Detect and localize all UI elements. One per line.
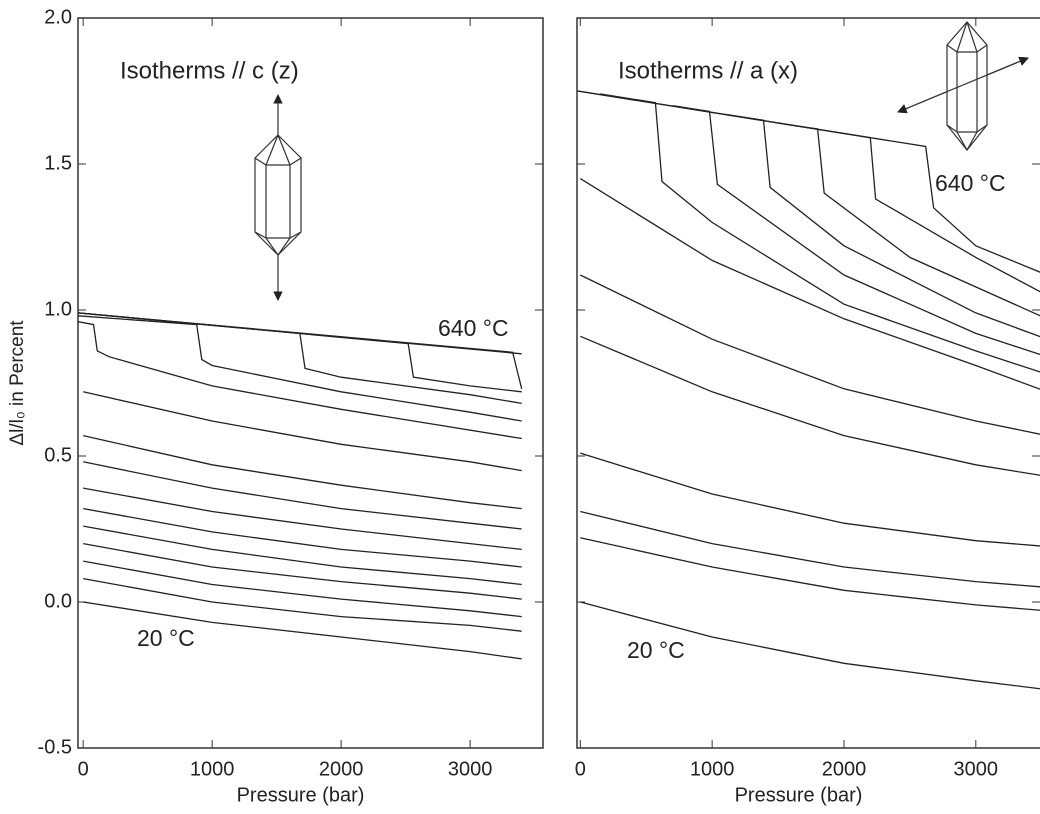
isotherm-line — [580, 274, 1040, 435]
isotherm-line — [579, 178, 1040, 390]
isotherm-line — [580, 601, 1040, 690]
plot-frame — [576, 17, 1040, 749]
isotherm-line — [83, 560, 522, 618]
x-tick-label: 3000 — [448, 758, 493, 780]
x-tick-label: 1000 — [190, 758, 235, 780]
isotherm-line — [672, 104, 1040, 356]
x-axis-label: Pressure (bar) — [237, 784, 365, 806]
y-tick-label: 1.0 — [44, 298, 72, 320]
y-tick-label: 0.0 — [44, 590, 72, 612]
isotherm-line — [580, 335, 1040, 476]
x-tick-label: 1000 — [690, 758, 735, 780]
y-axis-label: Δl/l₀ in Percent — [7, 320, 28, 446]
isotherm-line — [83, 487, 522, 551]
annotation: 640 °C — [935, 170, 1006, 196]
x-tick-label: 0 — [575, 758, 586, 780]
isotherm-line — [83, 391, 522, 472]
isotherm-line — [725, 113, 1040, 338]
isotherm-line — [83, 461, 522, 530]
x-tick-label: 2000 — [319, 758, 364, 780]
isotherm-line — [83, 434, 522, 510]
x-tick-label: 2000 — [822, 758, 867, 780]
crystal-icon — [254, 94, 302, 301]
annotation: 640 °C — [438, 315, 509, 341]
x-tick-label: 3000 — [954, 758, 999, 780]
panel-title: Isotherms // a (x) — [618, 57, 798, 84]
y-tick-label: 1.5 — [44, 152, 72, 174]
plot-frame — [77, 17, 544, 749]
annotation: 20 °C — [137, 625, 195, 651]
isotherm-line — [577, 90, 1040, 273]
isotherm-line — [599, 93, 1040, 373]
y-tick-label: 0.5 — [44, 444, 72, 466]
isotherm-line — [83, 601, 522, 660]
strain-arrow — [897, 56, 1029, 114]
isotherm-line — [78, 315, 522, 422]
crystal-icon — [897, 21, 1029, 152]
annotation: 20 °C — [627, 637, 685, 663]
panel-title: Isotherms // c (z) — [120, 57, 299, 84]
x-tick-label: 0 — [78, 758, 89, 780]
isotherm-line — [78, 312, 522, 355]
y-tick-label: 2.0 — [44, 6, 72, 28]
isotherm-line — [83, 525, 522, 586]
isotherm-line — [580, 452, 1040, 547]
y-tick-label: -0.5 — [38, 736, 72, 758]
isotherm-line — [580, 537, 1040, 611]
isotherm-line — [83, 507, 522, 568]
isotherm-line — [83, 542, 522, 600]
x-axis-label: Pressure (bar) — [735, 784, 863, 806]
isotherm-line — [778, 122, 1040, 317]
isotherm-line — [83, 577, 522, 632]
isotherm-line — [580, 510, 1040, 588]
isotherm-line — [78, 321, 522, 440]
